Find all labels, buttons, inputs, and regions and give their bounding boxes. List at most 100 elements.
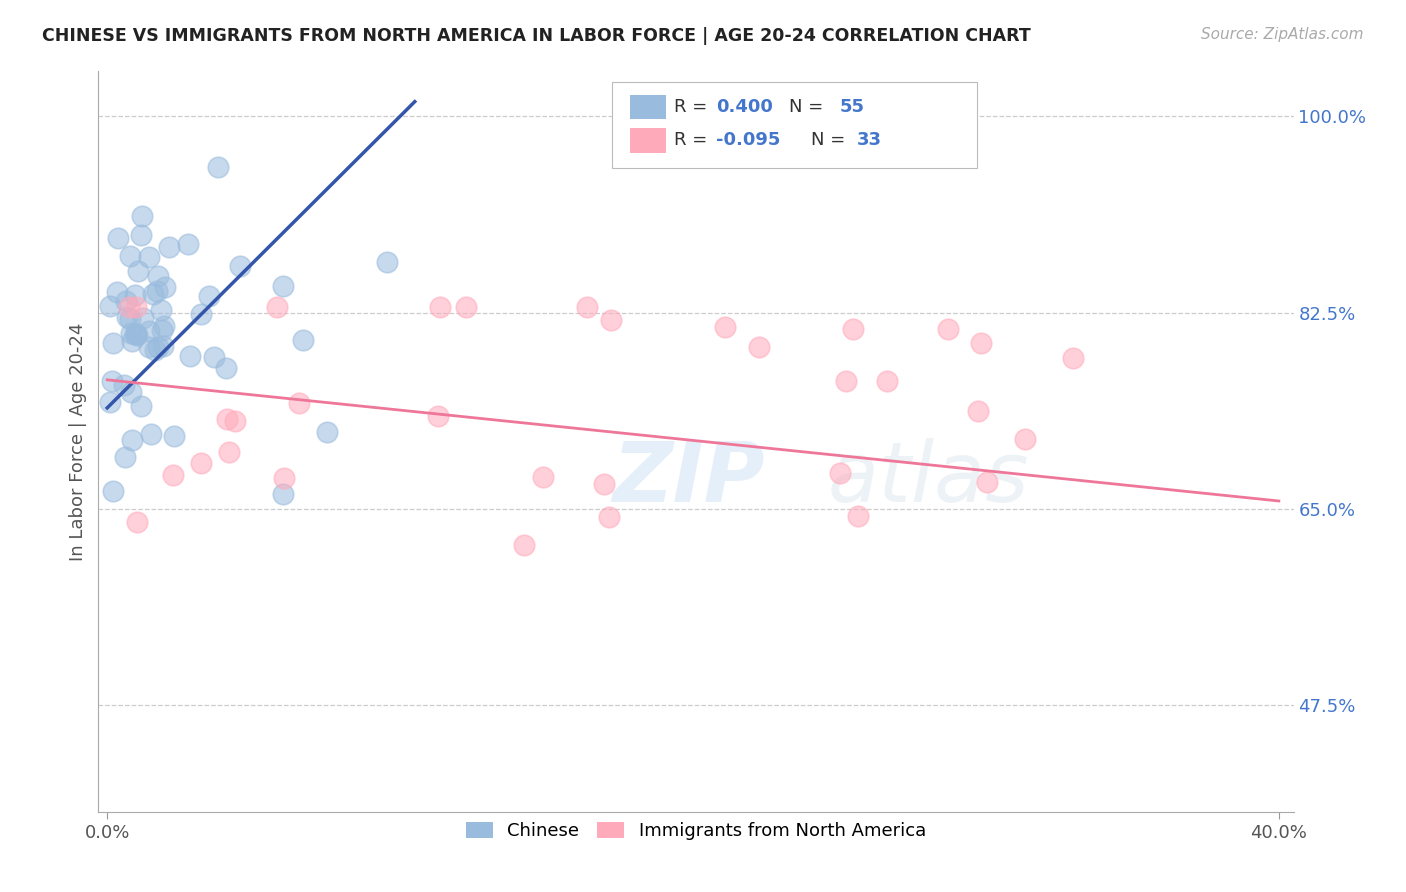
Point (1014, 432, 1036, 446)
Point (101, 484, 124, 499)
Point (132, 311, 155, 326)
Point (98, 299, 121, 313)
Point (748, 340, 770, 354)
Point (117, 310, 139, 324)
Point (145, 284, 167, 298)
Point (118, 312, 141, 326)
Point (131, 227, 153, 242)
Point (150, 323, 173, 337)
Point (229, 259, 252, 273)
Point (600, 313, 623, 327)
Point (114, 450, 136, 464)
Point (129, 399, 152, 413)
Point (936, 322, 959, 336)
Point (138, 324, 160, 338)
Point (138, 340, 160, 354)
Point (315, 425, 337, 440)
Point (153, 318, 176, 333)
Point (112, 377, 135, 392)
Point (146, 341, 169, 355)
Point (375, 254, 398, 268)
Text: R =: R = (675, 98, 713, 116)
Point (143, 343, 166, 358)
Bar (630, 128, 666, 153)
Point (101, 374, 124, 388)
Point (842, 322, 865, 336)
Point (121, 334, 143, 349)
Text: Source: ZipAtlas.com: Source: ZipAtlas.com (1201, 27, 1364, 42)
Point (127, 264, 149, 278)
Point (531, 470, 554, 484)
Point (120, 326, 142, 340)
Text: 33: 33 (858, 131, 883, 149)
Point (125, 300, 148, 314)
Point (127, 328, 149, 343)
Point (967, 404, 990, 418)
Point (125, 327, 148, 342)
Point (215, 361, 238, 376)
Point (834, 374, 856, 388)
Point (118, 300, 141, 314)
Legend: Chinese, Immigrants from North America: Chinese, Immigrants from North America (458, 814, 934, 847)
Y-axis label: In Labor Force | Age 20-24: In Labor Force | Age 20-24 (69, 322, 87, 561)
Point (288, 396, 311, 410)
Point (202, 350, 225, 364)
Point (976, 475, 998, 490)
Point (177, 237, 200, 252)
Point (846, 509, 869, 524)
Point (218, 445, 240, 459)
Point (426, 409, 449, 423)
Point (120, 385, 142, 400)
Point (215, 411, 238, 425)
Point (271, 278, 294, 293)
Point (105, 285, 128, 299)
Point (142, 287, 165, 301)
Point (179, 349, 201, 363)
Point (198, 289, 221, 303)
Point (125, 515, 148, 529)
Bar (630, 95, 666, 120)
Point (120, 249, 142, 263)
Point (190, 456, 212, 470)
Text: ZIP: ZIP (613, 438, 765, 519)
Point (207, 160, 229, 174)
Point (830, 466, 852, 480)
Text: -0.095: -0.095 (716, 131, 780, 149)
Point (575, 300, 598, 314)
Point (1062, 351, 1084, 365)
Point (107, 231, 129, 245)
Point (714, 319, 737, 334)
Point (155, 280, 177, 294)
Text: R =: R = (675, 131, 713, 149)
Point (598, 510, 620, 524)
Point (513, 537, 536, 551)
Point (292, 334, 315, 348)
Point (273, 471, 295, 485)
Point (224, 414, 246, 428)
Point (163, 429, 186, 443)
Text: N =: N = (789, 98, 830, 116)
Point (101, 336, 124, 351)
Text: CHINESE VS IMMIGRANTS FROM NORTH AMERICA IN LABOR FORCE | AGE 20-24 CORRELATION : CHINESE VS IMMIGRANTS FROM NORTH AMERICA… (42, 27, 1031, 45)
Point (162, 467, 184, 482)
Point (592, 476, 614, 491)
Point (271, 487, 294, 501)
Text: 55: 55 (839, 98, 865, 116)
Point (121, 434, 143, 448)
Point (152, 339, 174, 353)
Point (115, 294, 138, 309)
Point (429, 300, 451, 314)
Point (456, 300, 478, 314)
Point (266, 300, 288, 314)
Point (146, 269, 169, 284)
Point (138, 250, 160, 264)
FancyBboxPatch shape (613, 82, 977, 168)
Point (876, 375, 898, 389)
Point (970, 336, 993, 351)
Point (150, 303, 173, 318)
Point (124, 327, 146, 342)
Point (131, 209, 153, 223)
Point (98, 395, 121, 409)
Point (141, 426, 163, 441)
Point (159, 240, 181, 254)
